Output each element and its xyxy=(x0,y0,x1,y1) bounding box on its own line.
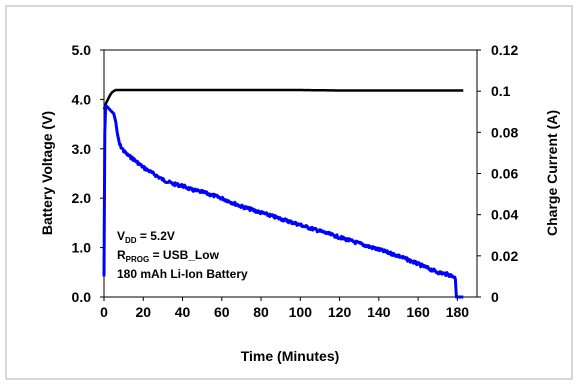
y-left-tick-label: 1.0 xyxy=(72,240,92,256)
y-right-tick-label: 0.08 xyxy=(491,124,518,140)
y-left-tick-label: 4.0 xyxy=(72,91,92,107)
annotation-battery: 180 mAh Li-Ion Battery xyxy=(117,267,248,281)
y-right-tick-label: 0.06 xyxy=(491,166,518,182)
y-left-tick-label: 2.0 xyxy=(72,190,92,206)
x-tick-label: 40 xyxy=(175,304,191,320)
y-right-tick-label: 0.04 xyxy=(491,207,518,223)
x-tick-label: 20 xyxy=(135,304,151,320)
y-right-tick-label: 0.12 xyxy=(491,42,518,58)
y-left-tick-label: 3.0 xyxy=(72,141,92,157)
x-tick-label: 180 xyxy=(446,304,470,320)
y-left-tick-label: 5.0 xyxy=(72,42,92,58)
x-tick-label: 100 xyxy=(289,304,313,320)
y-right-tick-label: 0.02 xyxy=(491,248,518,264)
x-tick-label: 0 xyxy=(100,304,108,320)
x-axis-label: Time (Minutes) xyxy=(241,348,340,364)
x-tick-label: 120 xyxy=(328,304,352,320)
y-axis-left-label: Battery Voltage (V) xyxy=(39,111,55,235)
x-tick-label: 80 xyxy=(253,304,269,320)
y-axis-right-label: Charge Current (A) xyxy=(544,110,560,236)
y-right-tick-label: 0 xyxy=(491,289,499,305)
x-tick-label: 160 xyxy=(406,304,430,320)
y-left-tick-label: 0.0 xyxy=(72,289,92,305)
x-tick-label: 60 xyxy=(214,304,230,320)
y-right-tick-label: 0.1 xyxy=(491,83,511,99)
x-tick-label: 140 xyxy=(367,304,391,320)
